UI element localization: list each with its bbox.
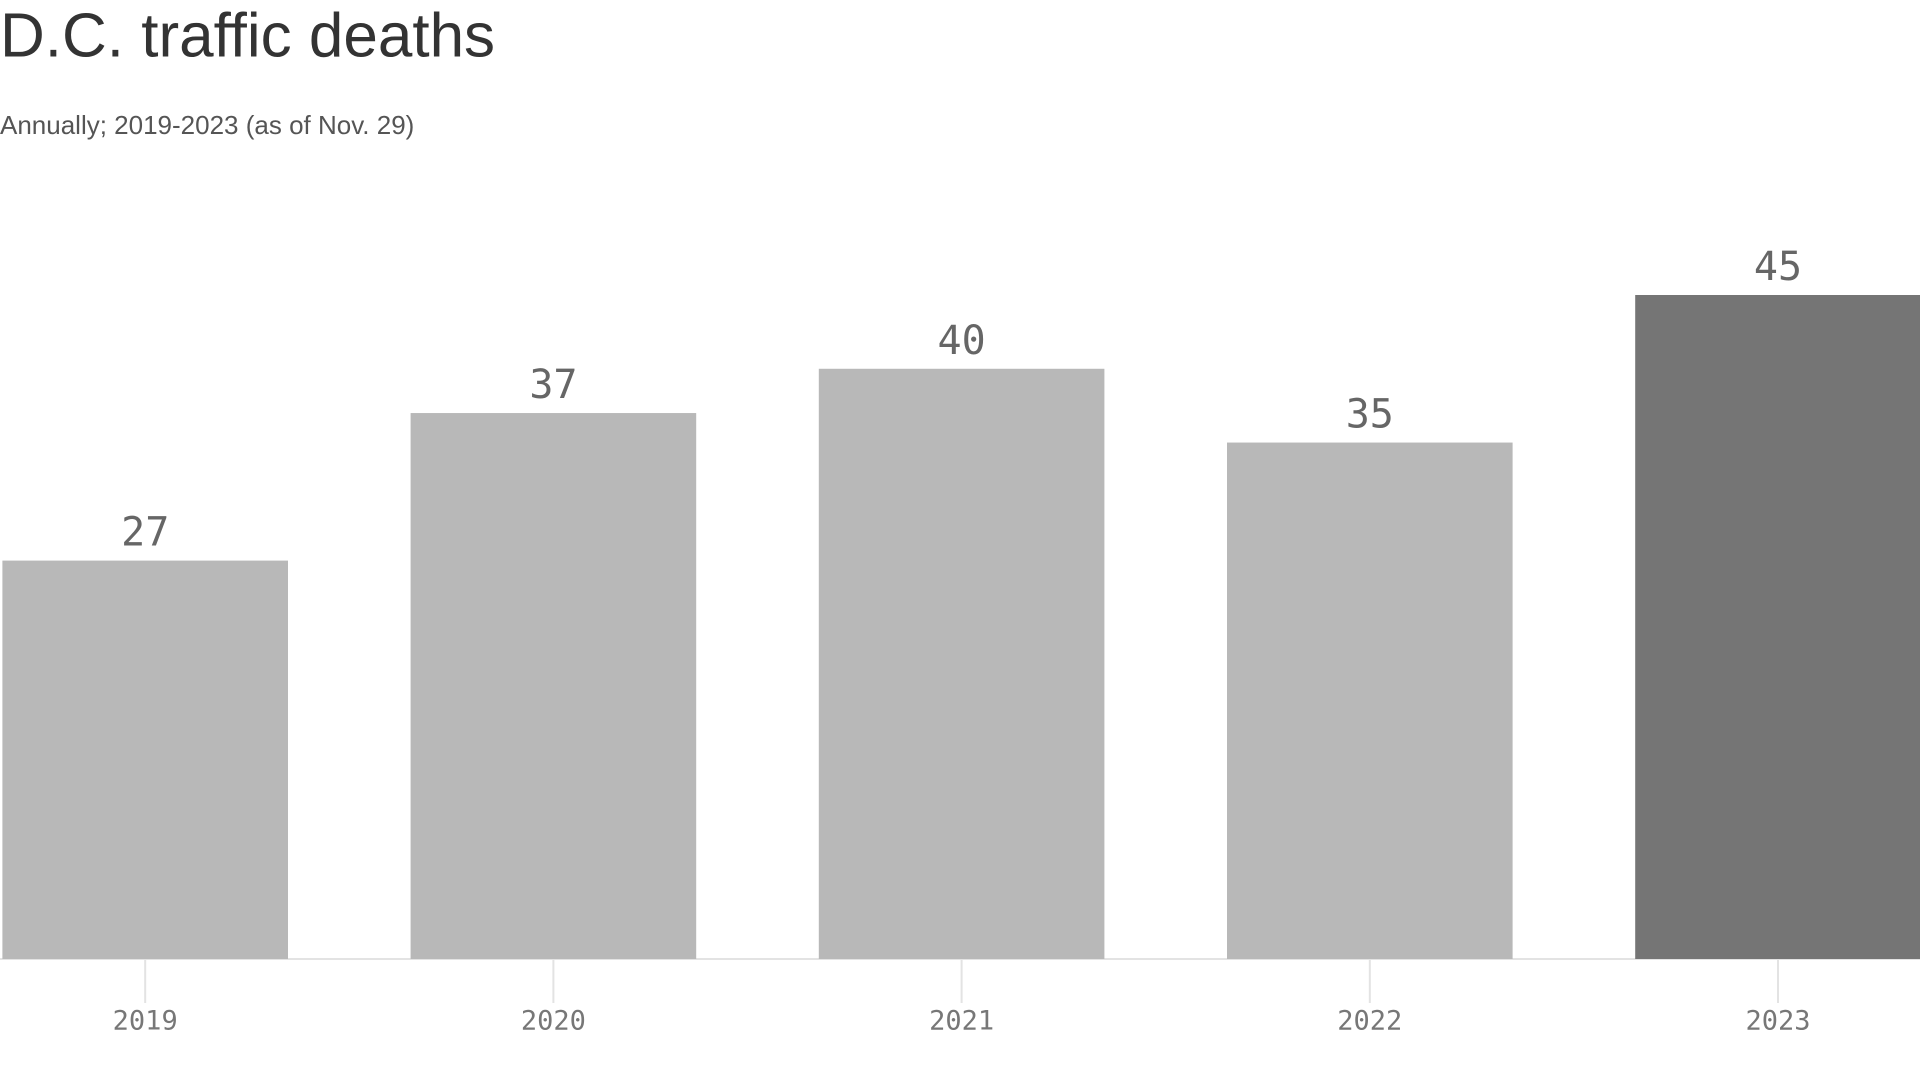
value-label: 37 <box>529 362 577 408</box>
chart-title: D.C. traffic deaths <box>0 1 495 70</box>
value-label: 27 <box>121 510 169 556</box>
x-tick-label: 2023 <box>1745 1006 1810 1037</box>
bar <box>818 368 1105 959</box>
value-label: 40 <box>938 318 986 364</box>
chart-subtitle: Annually; 2019-2023 (as of Nov. 29) <box>0 110 414 140</box>
bar <box>1227 442 1513 959</box>
bar <box>1635 295 1920 959</box>
value-label: 45 <box>1754 244 1802 290</box>
x-tick-label: 2022 <box>1337 1006 1402 1037</box>
x-tick-label: 2019 <box>113 1006 178 1037</box>
x-tick-label: 2021 <box>929 1006 994 1037</box>
bar <box>2 560 289 959</box>
x-tick-label: 2020 <box>521 1006 586 1037</box>
bar <box>410 413 697 959</box>
value-label: 35 <box>1346 392 1394 438</box>
